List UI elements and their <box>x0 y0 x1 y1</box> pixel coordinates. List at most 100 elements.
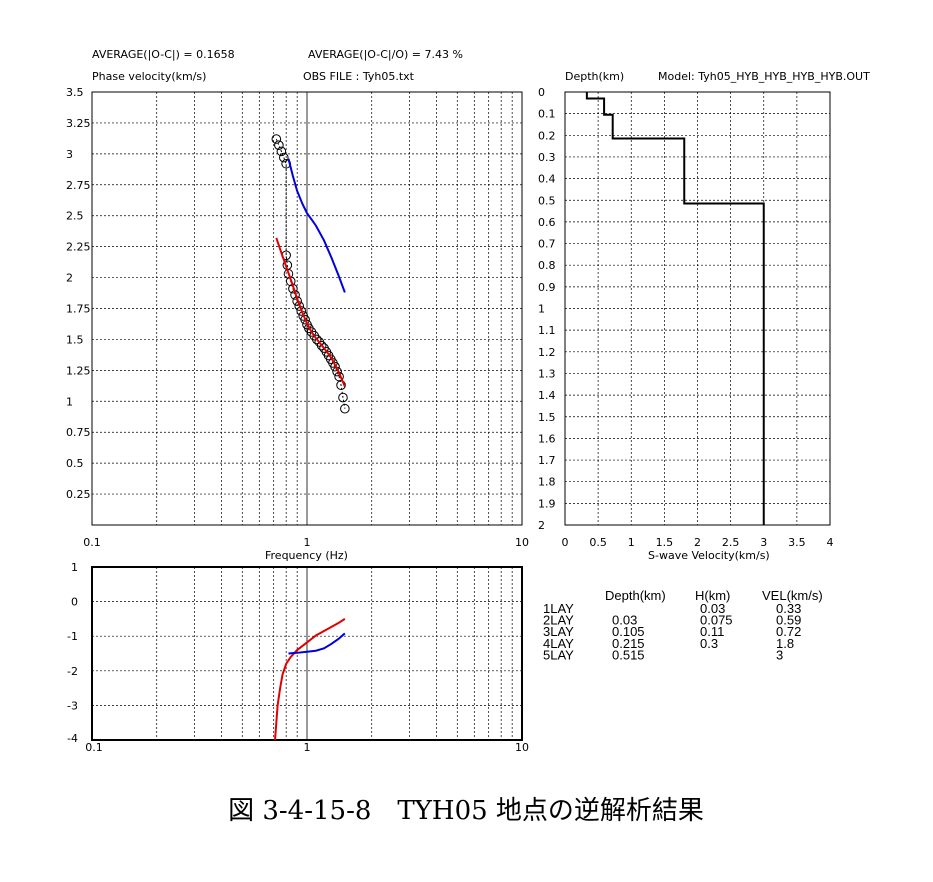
profile-ytick-label: 0 <box>538 86 545 99</box>
profile-xtick-label: 2.5 <box>722 536 740 549</box>
residual-series <box>274 618 346 741</box>
profile-ytick-label: 1.2 <box>538 346 556 359</box>
observed-point <box>279 152 289 163</box>
table-header-cell: H(km) <box>695 588 730 603</box>
profile-ticks: 0 0.1 0.2 0.3 0.4 0.5 0.6 0.7 0.8 0.9 1 1.1 1.2 1.3 1.… <box>538 86 834 549</box>
residual-grid <box>92 567 522 740</box>
model-text: Model: Tyh05_HYB_HYB_HYB_HYB.OUT <box>658 70 870 83</box>
table-cell: 0.11 <box>700 624 724 639</box>
profile-ytick-label: 1.3 <box>538 367 556 380</box>
profile-xtick-label: 2 <box>694 536 701 549</box>
profile-grid <box>565 92 830 525</box>
dispersion-ytick-label: 0.5 <box>66 457 84 470</box>
table-cell: 5LAY <box>543 647 574 662</box>
profile-ytick-label: 2 <box>538 519 545 532</box>
profile-ytick-label: 1 <box>538 303 545 316</box>
residual-ytick-label: -1 <box>67 630 78 643</box>
table-cell: 0.33 <box>776 601 801 616</box>
profile-xtick-label: 4 <box>827 536 834 549</box>
observed-point <box>316 340 327 351</box>
s-wave-axis-label: S-wave Velocity(km/s) <box>648 549 770 562</box>
dispersion-ytick-label: 0.25 <box>66 488 91 501</box>
depth-label: Depth(km) <box>565 70 624 83</box>
obs-file-text: OBS FILE : Tyh05.txt <box>303 70 415 83</box>
profile-ytick-label: 0.5 <box>538 194 556 207</box>
residual-ytick-label: -3 <box>67 699 78 712</box>
table-cell: 3LAY <box>543 624 574 639</box>
observed-point <box>340 403 350 414</box>
profile-ytick-label: 0.4 <box>538 173 556 186</box>
dispersion-xtick-label: 10 <box>515 536 529 549</box>
residual-ytick-label: 1 <box>71 561 78 574</box>
profile-ytick-label: 0.3 <box>538 151 556 164</box>
dispersion-ytick-label: 1 <box>66 395 73 408</box>
residual-red-line <box>274 618 346 741</box>
dispersion-ytick-label: 1.5 <box>66 333 84 346</box>
profile-ytick-label: 0.8 <box>538 259 556 272</box>
observed-point <box>330 361 340 372</box>
vs-profile-line <box>585 92 765 525</box>
profile-ytick-label: 0.2 <box>538 129 556 142</box>
table-header-cell: Depth(km) <box>605 588 666 603</box>
profile-xtick-label: 0 <box>562 536 569 549</box>
dispersion-xtick-label: 0.1 <box>83 536 101 549</box>
residual-frame <box>91 566 523 741</box>
figure-caption: 図 3-4-15-8 TYH05 地点の逆解析結果 <box>228 796 704 826</box>
observed-point <box>274 140 284 150</box>
table-cell: 0.72 <box>776 624 801 639</box>
observed-point <box>276 146 287 157</box>
table-cell: 0.59 <box>776 613 801 628</box>
profile-ytick-label: 1.1 <box>538 324 556 337</box>
table-cell: 0.03 <box>612 613 637 628</box>
residual-ytick-label: 0 <box>71 596 78 609</box>
profile-frame <box>564 91 831 526</box>
profile-ytick-label: 1.5 <box>538 411 556 424</box>
dispersion-ytick-label: 0.75 <box>66 426 91 439</box>
table-cell: 1LAY <box>543 601 574 616</box>
profile-ytick-label: 1.8 <box>538 476 556 489</box>
residual-xtick-label: 10 <box>515 741 529 754</box>
dispersion-ticks: 3.5 3.25 3 2.75 2.5 2.25 2 1.75 1.5 1.25 1 0.75 0.5 0… <box>66 86 529 549</box>
table-cell: 4LAY <box>543 636 574 651</box>
fit-blue-line <box>287 158 346 293</box>
dispersion-ytick-label: 3.25 <box>66 117 91 130</box>
dispersion-ytick-label: 3 <box>66 148 73 161</box>
residual-xtick-label: 1 <box>304 741 311 754</box>
profile-ytick-label: 1.7 <box>538 454 556 467</box>
profile-xtick-label: 1.5 <box>656 536 674 549</box>
observed-point <box>283 269 294 279</box>
profile-ytick-label: 1.9 <box>538 497 556 510</box>
profile-series <box>585 92 765 525</box>
observed-point <box>271 134 282 144</box>
table-cell: 0.03 <box>700 601 725 616</box>
avg-abs-text: AVERAGE(|O-C|) = 0.1658 <box>92 48 235 61</box>
table-cell: 0.515 <box>612 647 645 662</box>
dispersion-ytick-label: 1.75 <box>66 303 91 316</box>
profile-ytick-label: 0.9 <box>538 281 556 294</box>
dispersion-frame <box>91 91 523 526</box>
dispersion-ytick-label: 3.5 <box>66 86 84 99</box>
avg-rel-text: AVERAGE(|O-C|/O) = 7.43 % <box>308 48 463 61</box>
dispersion-ytick-label: 2 <box>66 272 73 285</box>
observed-point <box>300 314 310 325</box>
residual-ticks: 10-1-2-3-40.1 1 10 <box>67 561 529 754</box>
table-cell: 0.075 <box>700 613 733 628</box>
table-cell: 0.105 <box>612 624 645 639</box>
observed-point <box>311 334 322 345</box>
dispersion-ytick-label: 2.75 <box>66 179 91 192</box>
profile-ytick-label: 0.6 <box>538 216 556 229</box>
dispersion-ytick-label: 1.25 <box>66 364 91 377</box>
fit-red-line <box>275 237 346 387</box>
frequency-axis-label: Frequency (Hz) <box>265 549 348 562</box>
profile-xtick-label: 3 <box>760 536 767 549</box>
table-cell: 0.3 <box>700 636 718 651</box>
residual-ytick-label: -2 <box>67 665 78 678</box>
profile-xtick-label: 3.5 <box>788 536 806 549</box>
phase-velocity-label: Phase velocity(km/s) <box>92 70 206 83</box>
table-cell: 1.8 <box>776 636 794 651</box>
dispersion-ytick-label: 2.5 <box>66 210 84 223</box>
table-cell: 2LAY <box>543 613 574 628</box>
dispersion-ytick-label: 2.25 <box>66 241 91 254</box>
dispersion-xtick-label: 1 <box>304 536 311 549</box>
